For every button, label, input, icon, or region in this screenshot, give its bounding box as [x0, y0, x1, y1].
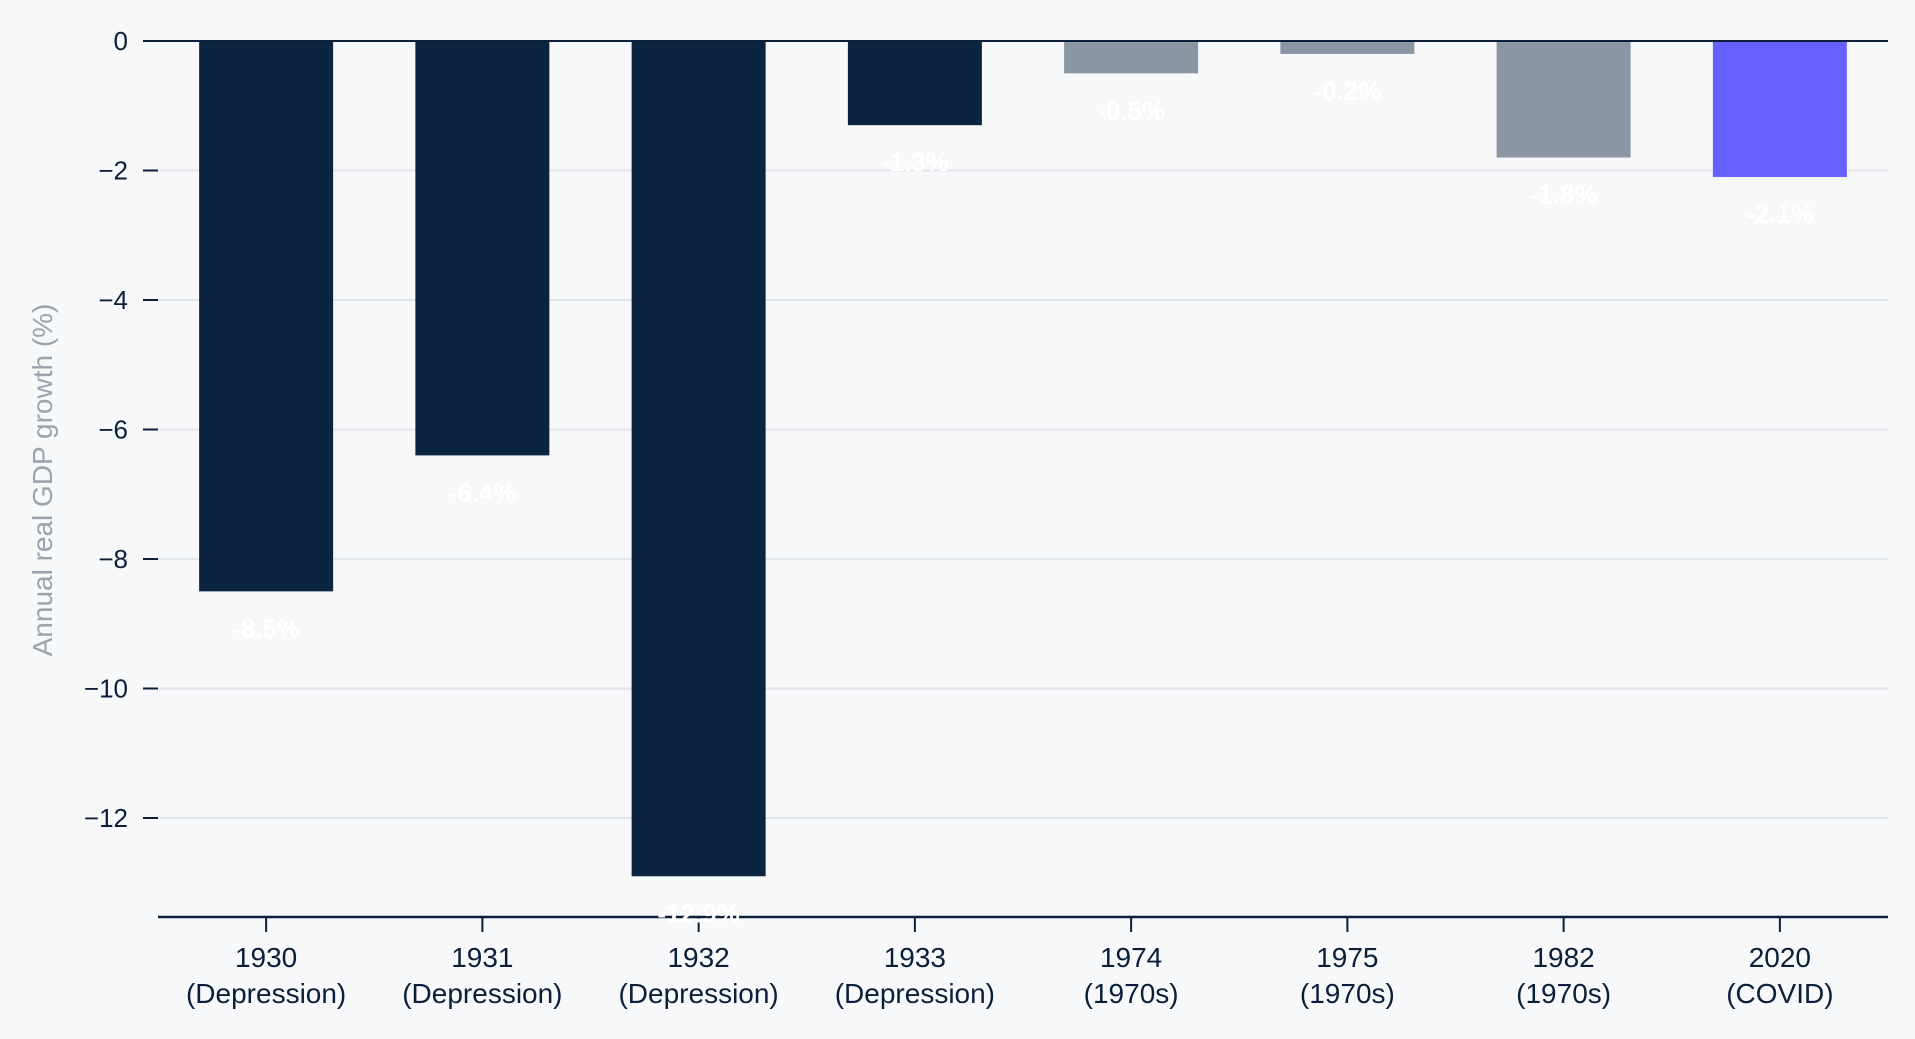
y-tick-label: −12 [84, 803, 128, 833]
bar [415, 41, 550, 456]
data-label: -6.4% [448, 477, 516, 507]
y-tick-label: −10 [84, 674, 128, 704]
y-axis: 0 −2 −4 −6 −8 −10 −12 [84, 26, 158, 833]
x-tick-label: 1932 [667, 942, 729, 973]
bar [1712, 41, 1847, 177]
bar [1064, 41, 1199, 74]
y-tick-label: 0 [114, 26, 128, 56]
bar [847, 41, 982, 126]
y-axis-title: Annual real GDP growth (%) [27, 304, 58, 657]
data-label: -1.3% [881, 147, 949, 177]
y-tick-label: −4 [98, 285, 128, 315]
bar [631, 41, 766, 877]
x-tick-sublabel: (Depression) [186, 978, 346, 1009]
y-tick-label: −6 [98, 415, 128, 445]
bars [199, 41, 1847, 877]
x-tick-label: 1933 [884, 942, 946, 973]
x-tick-label: 1974 [1100, 942, 1162, 973]
y-tick-label: −2 [98, 156, 128, 186]
data-label: -0.2% [1313, 76, 1381, 106]
x-tick-sublabel: (Depression) [835, 978, 995, 1009]
x-tick-sublabel: (1970s) [1084, 978, 1179, 1009]
x-tick-sublabel: (Depression) [402, 978, 562, 1009]
x-tick-sublabel: (COVID) [1726, 978, 1833, 1009]
data-label: -1.8% [1530, 180, 1598, 210]
y-tick-label: −8 [98, 544, 128, 574]
data-label: -12.9% [657, 898, 739, 928]
x-tick-label: 1982 [1532, 942, 1594, 973]
x-tick-label: 1930 [235, 942, 297, 973]
bar [199, 41, 334, 592]
bar [1280, 41, 1415, 54]
x-tick-label: 2020 [1749, 942, 1811, 973]
data-label: -8.5% [232, 613, 300, 643]
x-tick-label: 1975 [1316, 942, 1378, 973]
data-label: -2.1% [1746, 199, 1814, 229]
bar [1496, 41, 1631, 158]
data-labels: -8.5% -6.4% -12.9% -1.3% -0.5% -0.2% -1.8% -2.1… [232, 76, 1814, 928]
x-tick-label: 1931 [451, 942, 513, 973]
x-axis: 1930 (Depression) 1931 (Depression) 1932 (Dep… [158, 915, 1888, 1009]
x-tick-sublabel: (Depression) [618, 978, 778, 1009]
x-tick-sublabel: (1970s) [1300, 978, 1395, 1009]
data-label: -0.5% [1097, 95, 1165, 125]
x-tick-sublabel: (1970s) [1516, 978, 1611, 1009]
